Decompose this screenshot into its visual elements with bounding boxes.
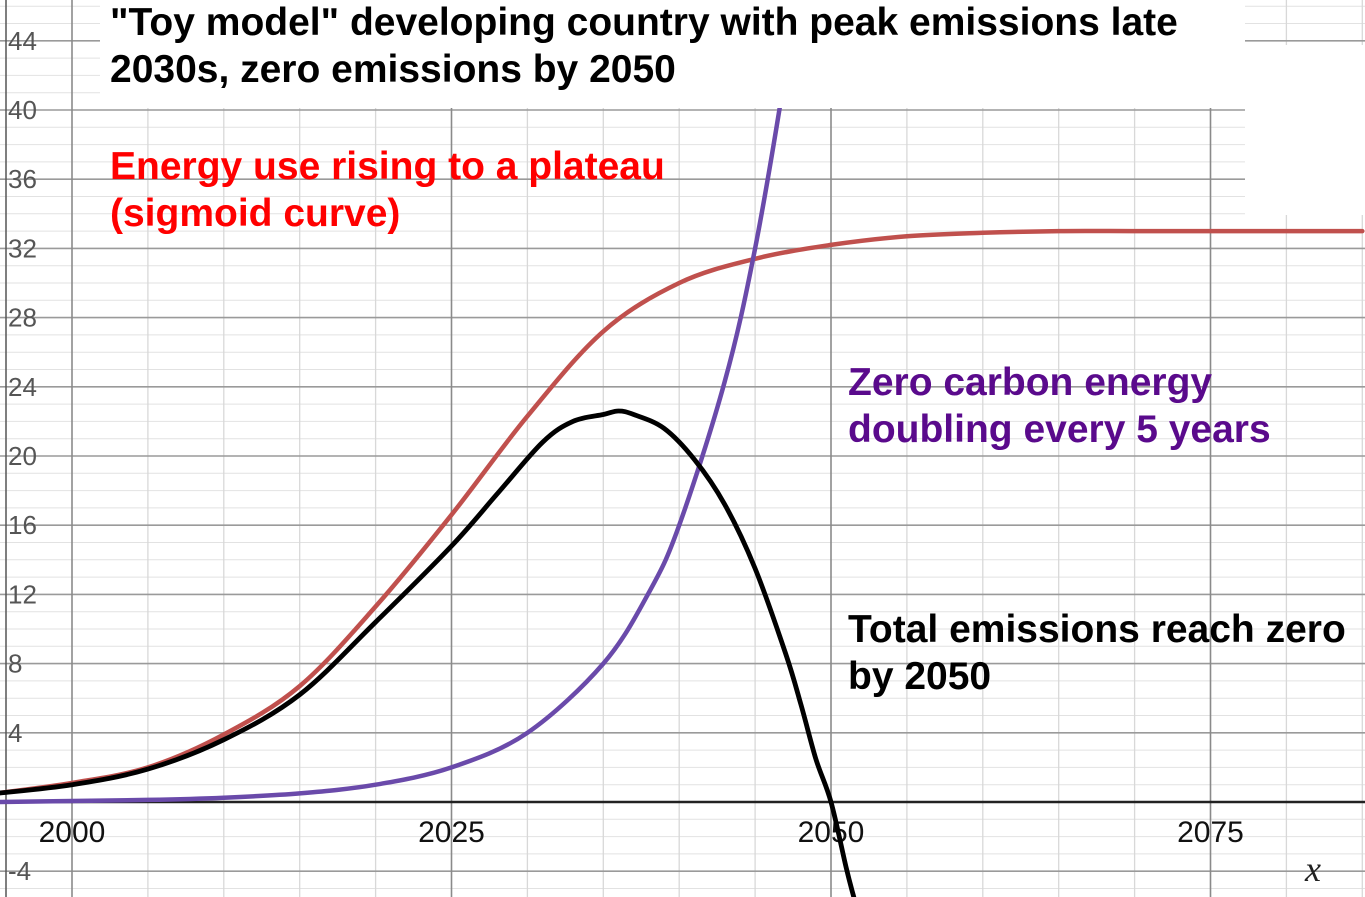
y-tick-label: 28	[8, 303, 37, 333]
y-tick-label: 24	[8, 372, 37, 402]
y-tick-label: 4	[8, 718, 22, 748]
total-emissions-annotation: Total emissions reach zero by 2050	[848, 608, 1346, 698]
y-tick-label: 36	[8, 164, 37, 194]
x-tick-label: 2075	[1177, 816, 1244, 849]
y-tick-label: 20	[8, 441, 37, 471]
x-tick-label: 2025	[418, 816, 485, 849]
x-tick-label: 2050	[798, 816, 865, 849]
y-tick-label: 12	[8, 579, 37, 609]
series-line-energy	[0, 228, 1365, 796]
y-tick-label: 40	[8, 95, 37, 125]
x-tick-label: 2000	[39, 816, 106, 849]
title-background-right	[1245, 45, 1365, 215]
y-tick-label: 44	[8, 26, 37, 56]
y-tick-labels: -4 4 8 12 16 20 24 28 32 36 40 44	[8, 26, 37, 886]
y-tick-label: 8	[8, 649, 22, 679]
title-background	[100, 0, 1245, 108]
series-line-zero-carbon	[0, 0, 799, 805]
y-tick-label: 16	[8, 510, 37, 540]
chart-title: "Toy model" developing country with peak…	[110, 1, 1178, 91]
x-axis-label: x	[1305, 849, 1321, 889]
y-tick-label: 32	[8, 233, 37, 263]
energy-annotation: Energy use rising to a plateau (sigmoid …	[110, 145, 665, 235]
zero-carbon-annotation: Zero carbon energy doubling every 5 year…	[848, 361, 1271, 451]
x-tick-labels: 2000 2025 2050 2075	[39, 816, 1244, 849]
y-tick-label: -4	[8, 856, 31, 886]
series-line-total-emissions	[0, 408, 857, 897]
